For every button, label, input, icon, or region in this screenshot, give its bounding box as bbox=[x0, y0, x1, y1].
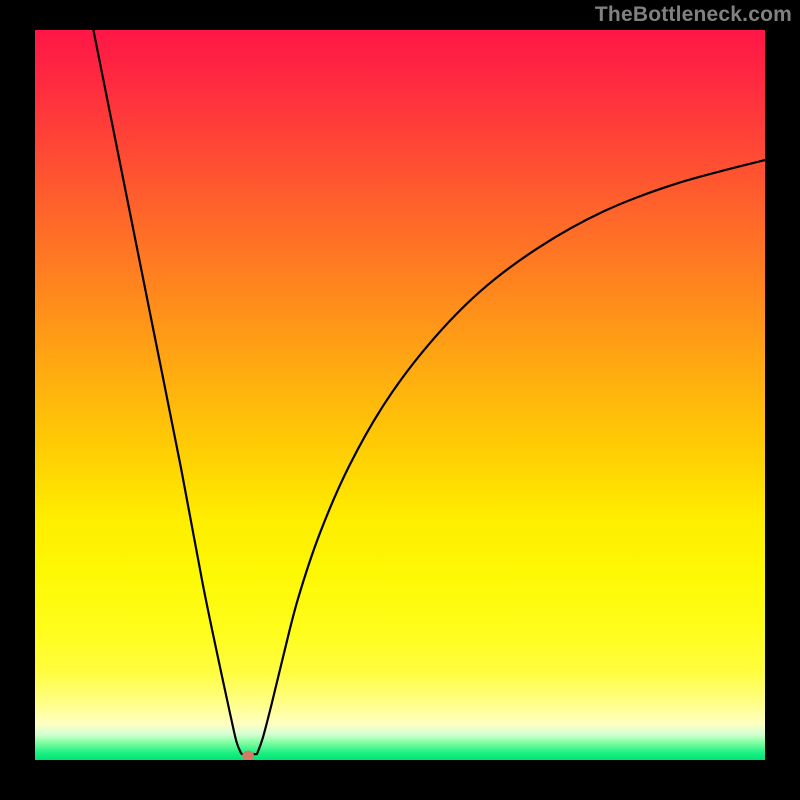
plot-area bbox=[35, 30, 765, 765]
chart-frame: TheBottleneck.com bbox=[0, 0, 800, 800]
minimum-marker bbox=[242, 751, 254, 760]
bottleneck-curve bbox=[35, 30, 765, 760]
watermark-text: TheBottleneck.com bbox=[595, 3, 792, 27]
